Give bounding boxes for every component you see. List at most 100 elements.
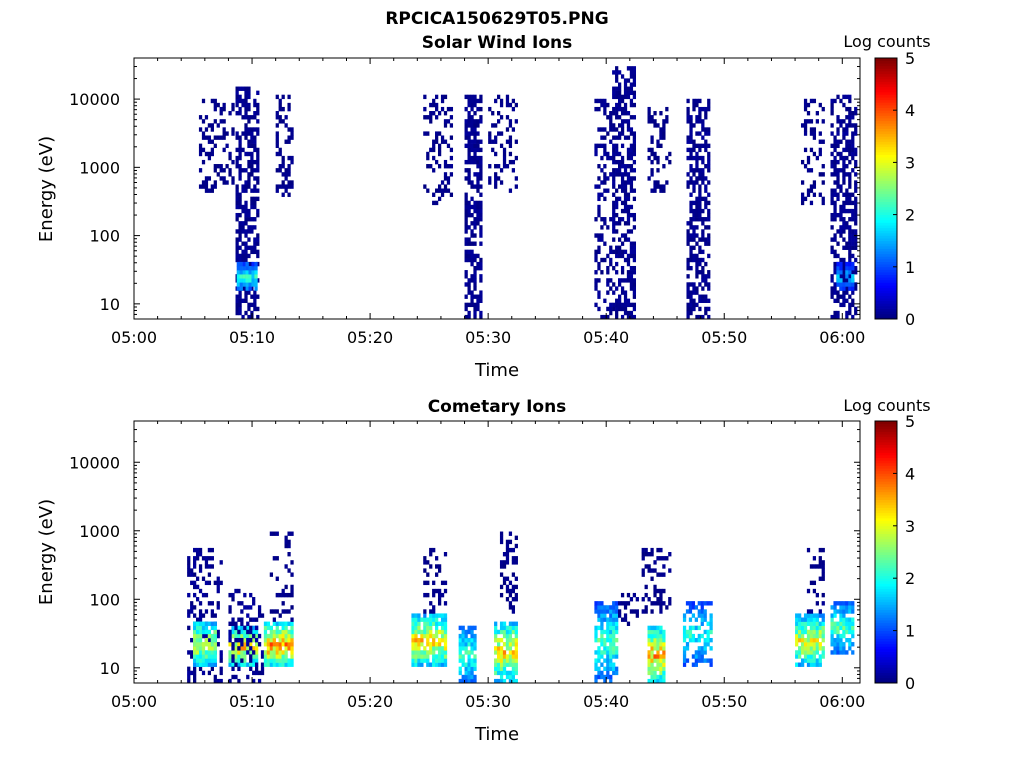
heatmap-cell: [284, 625, 288, 631]
heatmap-cell: [236, 265, 240, 271]
heatmap-cell: [692, 233, 696, 238]
heatmap-cell: [842, 613, 846, 618]
heatmap-cell: [497, 176, 501, 181]
heatmap-cell: [836, 310, 840, 316]
colorbar-segment: [875, 562, 897, 566]
heatmap-cell: [476, 188, 480, 193]
heatmap-cell: [195, 650, 200, 655]
heatmap-cell: [659, 188, 663, 193]
heatmap-cell: [606, 609, 610, 614]
heatmap-cell: [597, 658, 601, 663]
heatmap-cell: [845, 188, 849, 193]
heatmap-cell: [210, 658, 214, 663]
heatmap-cell: [242, 278, 246, 283]
heatmap-cell: [243, 629, 247, 635]
colorbar-segment: [875, 580, 897, 584]
heatmap-cell: [287, 531, 291, 536]
heatmap-cell: [629, 131, 634, 136]
heatmap-cell: [833, 147, 837, 153]
heatmap-cell: [420, 654, 424, 659]
heatmap-cell: [287, 135, 291, 140]
heatmap-cell: [623, 204, 628, 210]
heatmap-cell: [198, 564, 203, 569]
heatmap-cell: [800, 192, 805, 197]
heatmap-cell: [272, 650, 276, 655]
heatmap-cell: [281, 650, 285, 655]
heatmap-cell: [253, 147, 257, 153]
heatmap-cell: [695, 159, 699, 165]
heatmap-cell: [426, 658, 430, 663]
heatmap-cell: [476, 159, 480, 165]
heatmap-cell: [201, 576, 206, 581]
heatmap-cell: [815, 637, 819, 643]
heatmap-cell: [497, 642, 501, 647]
heatmap-cell: [193, 678, 197, 684]
y-tick-label: 10000: [69, 453, 120, 472]
heatmap-cell: [809, 188, 814, 193]
heatmap-cell: [201, 670, 206, 676]
heatmap-cell: [440, 658, 445, 663]
heatmap-cell: [839, 650, 843, 655]
heatmap-cell: [511, 625, 516, 631]
heatmap-cell: [204, 560, 209, 565]
colorbar-segment: [875, 261, 897, 265]
heatmap-cell: [237, 658, 241, 663]
heatmap-cell: [464, 282, 468, 287]
heatmap-cell: [281, 621, 285, 626]
heatmap-cell: [695, 253, 699, 259]
heatmap-cell: [494, 658, 498, 663]
heatmap-cell: [429, 111, 433, 116]
heatmap-cell: [647, 155, 651, 161]
heatmap-cell: [272, 662, 276, 667]
heatmap-cell: [287, 592, 291, 598]
heatmap-cell: [689, 131, 693, 136]
heatmap-cell: [497, 637, 501, 643]
heatmap-cell: [435, 564, 439, 569]
heatmap-cell: [287, 633, 291, 639]
heatmap-cell: [653, 670, 657, 676]
colorbar-segment: [875, 180, 897, 184]
heatmap-cell: [473, 225, 477, 230]
heatmap-cell: [243, 592, 247, 598]
heatmap-cell: [251, 282, 255, 287]
heatmap-cell: [650, 576, 654, 581]
heatmap-cell: [686, 172, 690, 177]
heatmap-cell: [707, 225, 711, 230]
heatmap-cell: [464, 106, 468, 112]
heatmap-cell: [620, 601, 625, 606]
heatmap-cell: [505, 102, 510, 108]
heatmap-cell: [641, 609, 645, 614]
heatmap-cell: [612, 217, 616, 222]
heatmap-cell: [842, 237, 846, 242]
heatmap-cell: [287, 552, 291, 557]
colorbar-segment: [875, 81, 897, 85]
heatmap-cell: [473, 282, 477, 287]
heatmap-cell: [435, 642, 439, 647]
colorbar-segment: [875, 494, 897, 498]
heatmap-cell: [803, 196, 808, 202]
heatmap-cell: [656, 637, 660, 643]
heatmap-cell: [615, 94, 619, 100]
heatmap-cell: [603, 135, 607, 140]
heatmap-cell: [682, 629, 687, 635]
heatmap-cell: [240, 633, 244, 639]
heatmap-cell: [701, 265, 705, 271]
heatmap-cell: [653, 123, 657, 128]
heatmap-cell: [833, 314, 837, 320]
heatmap-cell: [429, 119, 433, 124]
heatmap-cell: [600, 662, 604, 667]
heatmap-cell: [193, 666, 197, 672]
heatmap-cell: [195, 597, 200, 602]
heatmap-cell: [851, 621, 855, 626]
heatmap-cell: [494, 135, 498, 140]
heatmap-cell: [632, 314, 637, 320]
heatmap-cell: [464, 208, 468, 214]
heatmap-cell: [435, 159, 439, 165]
heatmap-cell: [235, 294, 239, 299]
heatmap-cell: [505, 547, 510, 553]
heatmap-cell: [511, 98, 516, 104]
heatmap-cell: [508, 143, 513, 149]
heatmap-cell: [234, 621, 238, 626]
heatmap-cell: [250, 135, 254, 140]
heatmap-cell: [464, 314, 468, 320]
